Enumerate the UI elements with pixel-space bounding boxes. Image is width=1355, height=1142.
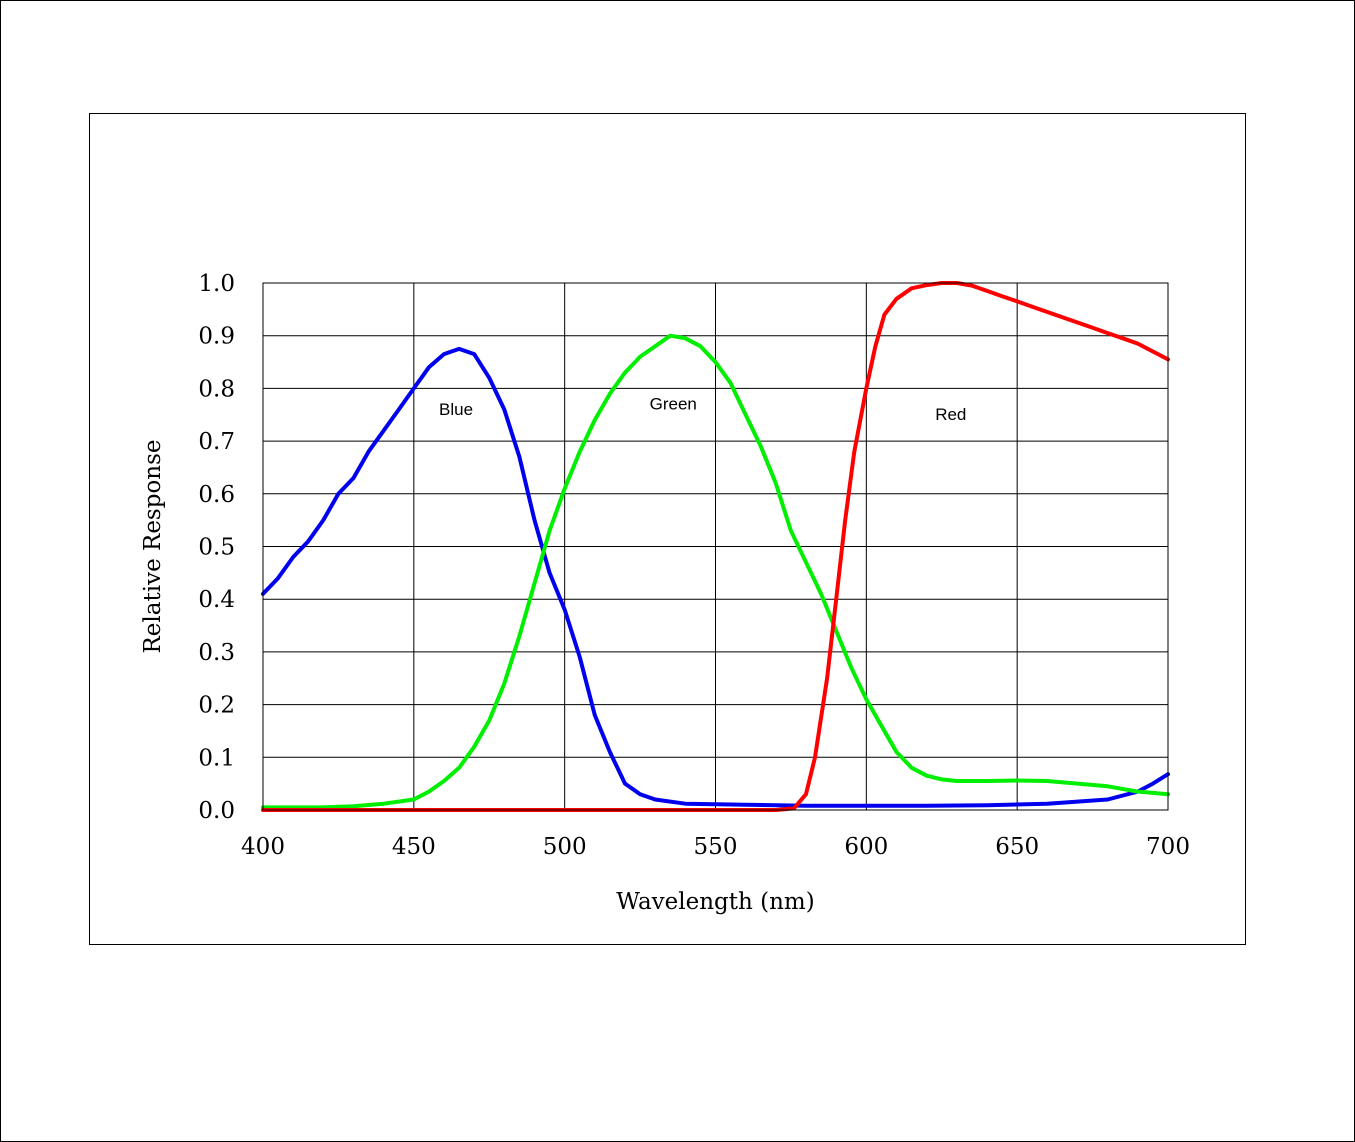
y-tick-label-5: 0.5	[198, 535, 235, 561]
x-tick-label-3: 550	[694, 834, 738, 860]
y-tick-label-0: 0.0	[198, 798, 235, 824]
x-tick-label-4: 600	[844, 834, 888, 860]
x-tick-label-2: 500	[543, 834, 587, 860]
y-axis-title: Relative Response	[140, 439, 166, 653]
y-tick-label-7: 0.7	[198, 429, 235, 455]
chart-frame: 400 450 500 550 600 650 700 0.0 0.1 0.2 0.3 0.4 0.5…	[89, 113, 1246, 945]
y-axis-ticks: 0.0 0.1 0.2 0.3 0.4 0.5 0.6 0.7 0.8 0.9 1.0	[198, 271, 235, 824]
spectral-response-chart: 400 450 500 550 600 650 700 0.0 0.1 0.2 0.3 0.4 0.5…	[140, 271, 1190, 915]
x-axis-ticks: 400 450 500 550 600 650 700	[241, 834, 1190, 860]
blue-series-label: Blue	[439, 400, 473, 419]
green-series-label: Green	[650, 394, 697, 413]
green-series-line	[261, 333, 1170, 810]
y-tick-label-1: 0.1	[198, 745, 235, 771]
x-tick-label-0: 400	[241, 834, 285, 860]
y-tick-label-10: 1.0	[198, 271, 235, 297]
y-tick-label-3: 0.3	[198, 640, 235, 666]
x-tick-label-1: 450	[392, 834, 436, 860]
y-tick-label-8: 0.8	[198, 376, 235, 402]
blue-series-line	[261, 346, 1170, 808]
y-tick-label-9: 0.9	[198, 324, 235, 350]
red-series-label: Red	[935, 405, 966, 424]
x-tick-label-5: 650	[995, 834, 1039, 860]
y-tick-label-6: 0.6	[198, 482, 235, 508]
series-labels: Blue Green Red	[439, 394, 966, 424]
plot-area-border	[262, 282, 1169, 811]
x-axis-title: Wavelength (nm)	[616, 889, 814, 915]
y-tick-label-4: 0.4	[198, 587, 235, 613]
x-tick-label-6: 700	[1146, 834, 1190, 860]
y-tick-label-2: 0.2	[198, 693, 235, 719]
